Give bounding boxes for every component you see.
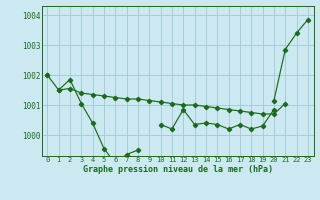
X-axis label: Graphe pression niveau de la mer (hPa): Graphe pression niveau de la mer (hPa) xyxy=(83,165,273,174)
